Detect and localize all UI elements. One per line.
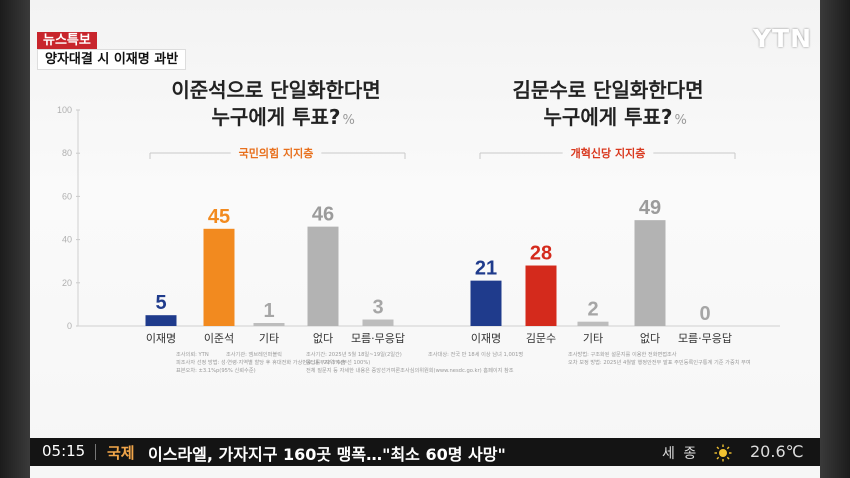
y-tick-label: 100 [57,105,72,115]
sun-icon [714,444,732,462]
bar-value-label: 1 [263,300,274,322]
y-tick-label: 40 [62,235,72,245]
chart-title-line1: 이준석으로 단일화한다면 [171,78,380,102]
footnote-text: 조사대상: 전국 만 18세 이상 남녀 1,001명 [428,350,523,358]
footnote-text: 전체 질문지 등 자세한 내용은 중앙선거여론조사심의위원회(www.nesdc… [306,366,514,374]
headline-caption: 양자대결 시 이재명 과반 [37,49,187,70]
bar-value-label: 49 [639,197,661,219]
y-tick-label: 0 [67,321,72,331]
bar [525,265,557,326]
chart-title-line1: 김문수로 단일화한다면 [513,78,704,102]
bar [577,321,609,326]
bar-value-label: 21 [475,258,497,280]
bar [634,220,666,326]
ticker-time: 05:15 [42,442,86,460]
footnote-text: 조사기관: 엠브레인퍼블릭 [226,350,282,358]
chart-title-line2: 누구에게 투표? [212,105,341,129]
footnote-text: 피조사자 선정 방법: 성·연령·지역별 할당 후 휴대전화 가상번호 내 무작… [176,358,346,366]
ytn-logo: YTN [752,24,812,53]
bar [307,226,339,326]
footnote-text: 오차 보정 방법: 2025년 4월말 행정안전부 발표 주민등록인구통계 기준… [568,358,751,366]
chart-unit-label: % [342,113,354,128]
x-category-label: 모름·무응답 [678,332,732,345]
footnote-text: 표본오차: ±3.1%p(95% 신뢰수준) [176,366,256,374]
footnote-text: 조사기간: 2025년 5월 18일~19일(2일간) [306,350,402,358]
weather-temperature: 20.6℃ [750,442,804,461]
bar-value-label: 5 [155,292,166,314]
bar [362,319,394,326]
ticker-divider [95,444,96,460]
x-category-label: 이재명 [146,332,176,345]
news-ticker-bar: 05:15 국제 이스라엘, 가자지구 160곳 맹폭…"최소 60명 사망" … [30,438,820,466]
bar-value-label: 2 [587,299,598,321]
y-tick-label: 20 [62,278,72,288]
bar-value-label: 0 [699,303,710,325]
chart-title-line2: 누구에게 투표? [544,105,673,129]
x-category-label: 모름·무응답 [351,332,405,345]
bar-value-label: 28 [530,243,552,265]
bar [203,228,235,326]
bar-value-label: 3 [372,297,383,319]
bar-value-label: 45 [208,206,230,228]
chart-subtitle: 국민의힘 지지층 [239,146,314,160]
weather-city: 세 종 [662,446,699,462]
x-category-label: 없다 [640,332,660,345]
footnote-text: 조사의뢰: YTN [176,350,209,358]
chart-unit-label: % [674,113,686,128]
y-tick-label: 60 [62,191,72,201]
x-category-label: 없다 [313,332,333,345]
bar [470,280,502,326]
y-tick-label: 80 [62,148,72,158]
footnote-text: 조사방법: 구조화된 설문지를 이용한 전화면접조사 [568,350,677,358]
bar [253,323,285,326]
chart-subtitle: 개혁신당 지지층 [571,146,646,160]
ticker-headline: 이스라엘, 가자지구 160곳 맹폭…"최소 60명 사망" [148,445,506,464]
ticker-category: 국제 [107,444,135,462]
x-category-label: 기타 [259,332,279,345]
x-category-label: 김문수 [526,332,556,345]
x-category-label: 이준석 [204,332,234,345]
bar-value-label: 46 [312,204,334,226]
bar [145,315,177,326]
footnote-text: 응답률: 22.3%(무선 100%) [306,358,370,366]
x-category-label: 기타 [583,332,603,345]
news-special-tag: 뉴스특보 [37,32,97,49]
x-category-label: 이재명 [471,332,501,345]
